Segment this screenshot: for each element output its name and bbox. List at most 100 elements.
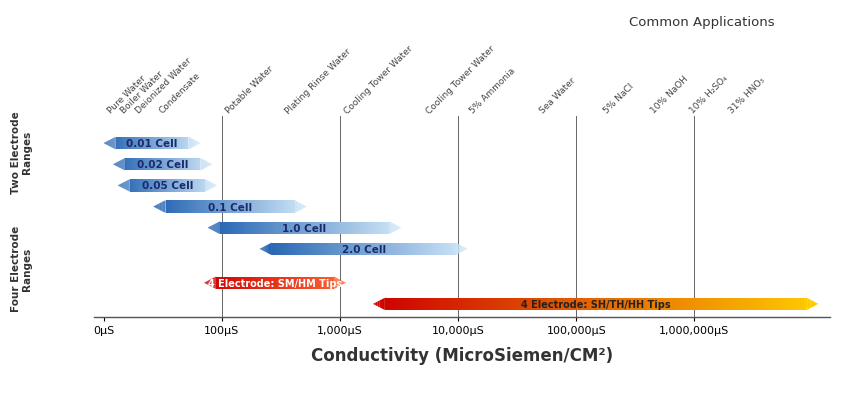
Polygon shape — [336, 222, 337, 234]
Polygon shape — [284, 243, 286, 255]
Polygon shape — [373, 243, 374, 255]
Polygon shape — [334, 222, 335, 234]
Polygon shape — [239, 222, 240, 234]
Polygon shape — [290, 222, 291, 234]
Polygon shape — [213, 225, 214, 232]
Polygon shape — [423, 243, 424, 255]
Text: Four Electrode
Ranges: Four Electrode Ranges — [10, 226, 33, 312]
Polygon shape — [456, 243, 457, 255]
Text: Cooling Tower Water: Cooling Tower Water — [425, 44, 496, 115]
Polygon shape — [514, 298, 515, 310]
Polygon shape — [750, 298, 752, 310]
Polygon shape — [716, 298, 718, 310]
Polygon shape — [433, 298, 436, 310]
Polygon shape — [800, 298, 803, 310]
Polygon shape — [348, 222, 349, 234]
Polygon shape — [645, 298, 647, 310]
Polygon shape — [326, 222, 327, 234]
Polygon shape — [565, 298, 567, 310]
Polygon shape — [350, 243, 351, 255]
Polygon shape — [289, 243, 291, 255]
Polygon shape — [370, 222, 371, 234]
Polygon shape — [375, 222, 376, 234]
Polygon shape — [293, 243, 294, 255]
Polygon shape — [422, 243, 423, 255]
Polygon shape — [276, 243, 277, 255]
Polygon shape — [303, 243, 304, 255]
Polygon shape — [448, 243, 449, 255]
Polygon shape — [758, 298, 761, 310]
Polygon shape — [422, 298, 425, 310]
Polygon shape — [234, 222, 235, 234]
Polygon shape — [331, 222, 333, 234]
Polygon shape — [711, 298, 714, 310]
Polygon shape — [536, 298, 538, 310]
Polygon shape — [368, 243, 369, 255]
Polygon shape — [464, 298, 467, 310]
Polygon shape — [324, 243, 325, 255]
Polygon shape — [714, 298, 716, 310]
Polygon shape — [287, 243, 288, 255]
Polygon shape — [300, 243, 301, 255]
Polygon shape — [529, 298, 532, 310]
Polygon shape — [615, 298, 618, 310]
Polygon shape — [270, 222, 271, 234]
Polygon shape — [580, 298, 582, 310]
Polygon shape — [315, 222, 316, 234]
Polygon shape — [338, 222, 339, 234]
Polygon shape — [273, 222, 275, 234]
Polygon shape — [459, 245, 461, 253]
Polygon shape — [399, 227, 400, 230]
Polygon shape — [457, 244, 458, 255]
Polygon shape — [369, 243, 370, 255]
Polygon shape — [238, 222, 239, 234]
Polygon shape — [380, 243, 381, 255]
Polygon shape — [381, 222, 382, 234]
Polygon shape — [397, 298, 400, 310]
Polygon shape — [411, 298, 413, 310]
Polygon shape — [304, 222, 305, 234]
Polygon shape — [389, 298, 391, 310]
Polygon shape — [591, 298, 593, 310]
Polygon shape — [336, 243, 337, 255]
Polygon shape — [363, 222, 364, 234]
Text: 10% H₂SO₄: 10% H₂SO₄ — [688, 74, 730, 115]
Polygon shape — [255, 222, 256, 234]
Polygon shape — [625, 298, 627, 310]
Polygon shape — [323, 243, 324, 255]
Polygon shape — [312, 243, 313, 255]
Polygon shape — [278, 243, 279, 255]
Polygon shape — [330, 243, 331, 255]
Polygon shape — [337, 222, 338, 234]
Polygon shape — [246, 222, 247, 234]
Polygon shape — [231, 222, 232, 234]
Polygon shape — [278, 222, 279, 234]
Polygon shape — [335, 222, 336, 234]
Polygon shape — [319, 222, 320, 234]
Polygon shape — [264, 222, 265, 234]
Polygon shape — [376, 222, 377, 234]
Polygon shape — [674, 298, 676, 310]
Polygon shape — [365, 222, 366, 234]
Polygon shape — [305, 222, 306, 234]
Polygon shape — [368, 222, 370, 234]
Polygon shape — [622, 298, 625, 310]
Polygon shape — [389, 243, 390, 255]
Polygon shape — [671, 298, 674, 310]
Polygon shape — [647, 298, 649, 310]
Polygon shape — [268, 244, 269, 254]
Polygon shape — [232, 222, 233, 234]
Polygon shape — [426, 243, 427, 255]
Polygon shape — [384, 243, 385, 255]
Polygon shape — [279, 222, 280, 234]
Text: 5% NaCl: 5% NaCl — [603, 82, 636, 115]
Polygon shape — [277, 222, 278, 234]
Polygon shape — [363, 243, 364, 255]
Polygon shape — [382, 222, 383, 234]
Text: 0.1 Cell: 0.1 Cell — [208, 202, 253, 212]
Polygon shape — [291, 243, 292, 255]
Polygon shape — [593, 298, 596, 310]
Polygon shape — [453, 243, 454, 255]
Polygon shape — [346, 222, 348, 234]
Polygon shape — [288, 243, 289, 255]
